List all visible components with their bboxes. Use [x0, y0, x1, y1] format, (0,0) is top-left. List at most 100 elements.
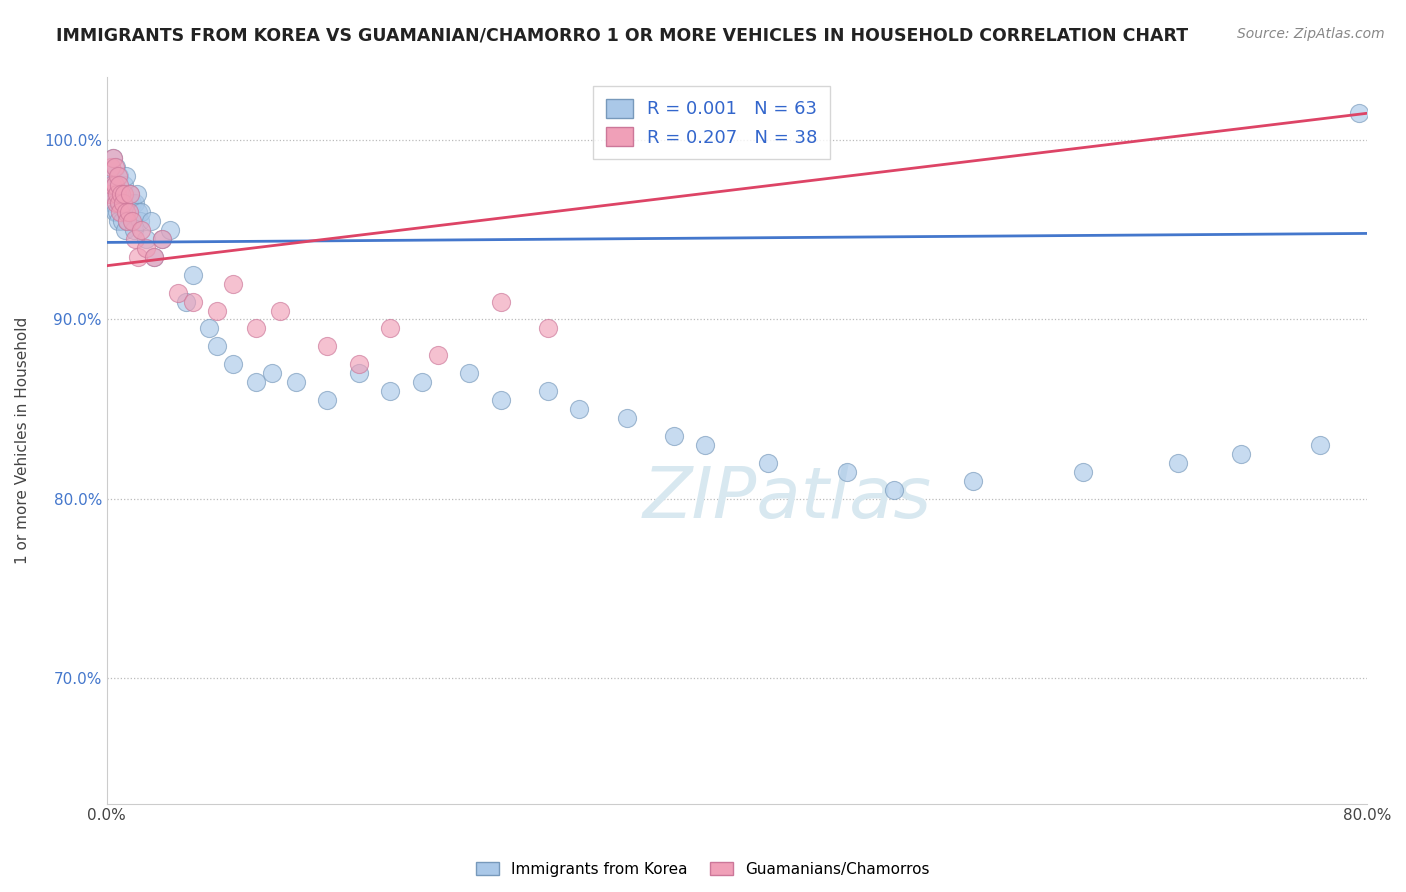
- Point: [108, 205, 131, 219]
- Point: [159, 223, 181, 237]
- Point: [112, 178, 135, 192]
- Point: [115, 214, 138, 228]
- Point: [883, 483, 905, 497]
- Point: [284, 376, 307, 390]
- Point: [105, 160, 128, 174]
- Point: [183, 268, 205, 282]
- Point: [411, 376, 433, 390]
- Point: [150, 232, 173, 246]
- Point: [104, 160, 127, 174]
- Point: [458, 366, 481, 380]
- Point: [616, 411, 638, 425]
- Point: [108, 169, 131, 183]
- Point: [112, 186, 135, 201]
- Point: [131, 223, 153, 237]
- Point: [115, 169, 138, 183]
- Point: [568, 402, 591, 417]
- Point: [105, 186, 128, 201]
- Point: [115, 214, 138, 228]
- Point: [107, 186, 129, 201]
- Point: [262, 366, 284, 380]
- Point: [205, 303, 228, 318]
- Y-axis label: 1 or more Vehicles in Household: 1 or more Vehicles in Household: [15, 317, 30, 564]
- Point: [122, 223, 145, 237]
- Point: [118, 196, 141, 211]
- Point: [1167, 456, 1189, 470]
- Point: [245, 321, 267, 335]
- Point: [183, 294, 205, 309]
- Point: [695, 438, 717, 452]
- Point: [114, 205, 136, 219]
- Legend: R = 0.001   N = 63, R = 0.207   N = 38: R = 0.001 N = 63, R = 0.207 N = 38: [593, 87, 830, 160]
- Point: [347, 366, 370, 380]
- Point: [114, 205, 136, 219]
- Point: [107, 214, 129, 228]
- Point: [205, 339, 228, 353]
- Point: [135, 241, 157, 255]
- Point: [118, 205, 141, 219]
- Point: [245, 376, 267, 390]
- Point: [347, 357, 370, 371]
- Point: [104, 205, 127, 219]
- Point: [124, 232, 146, 246]
- Text: IMMIGRANTS FROM KOREA VS GUAMANIAN/CHAMORRO 1 OR MORE VEHICLES IN HOUSEHOLD CORR: IMMIGRANTS FROM KOREA VS GUAMANIAN/CHAMO…: [56, 27, 1188, 45]
- Point: [100, 160, 122, 174]
- Point: [150, 232, 173, 246]
- Point: [111, 196, 134, 211]
- Point: [121, 196, 143, 211]
- Point: [1348, 106, 1371, 120]
- Point: [131, 205, 153, 219]
- Point: [110, 186, 132, 201]
- Point: [105, 205, 128, 219]
- Point: [537, 321, 560, 335]
- Point: [98, 186, 121, 201]
- Point: [100, 169, 122, 183]
- Point: [316, 339, 339, 353]
- Point: [105, 196, 128, 211]
- Point: [114, 223, 136, 237]
- Point: [174, 294, 197, 309]
- Point: [107, 169, 129, 183]
- Text: Source: ZipAtlas.com: Source: ZipAtlas.com: [1237, 27, 1385, 41]
- Point: [1230, 447, 1253, 461]
- Point: [108, 196, 131, 211]
- Point: [111, 214, 134, 228]
- Point: [380, 321, 402, 335]
- Point: [143, 250, 166, 264]
- Point: [139, 214, 162, 228]
- Point: [489, 294, 512, 309]
- Point: [125, 186, 148, 201]
- Point: [120, 186, 142, 201]
- Point: [962, 474, 984, 488]
- Point: [835, 465, 858, 479]
- Point: [104, 178, 127, 192]
- Point: [269, 303, 291, 318]
- Point: [166, 285, 188, 300]
- Point: [489, 393, 512, 408]
- Point: [103, 186, 125, 201]
- Point: [101, 178, 124, 192]
- Point: [222, 277, 245, 291]
- Point: [537, 384, 560, 399]
- Point: [104, 178, 127, 192]
- Point: [120, 186, 142, 201]
- Text: ZIPatlas: ZIPatlas: [643, 464, 932, 533]
- Point: [107, 196, 129, 211]
- Point: [124, 196, 146, 211]
- Point: [111, 196, 134, 211]
- Point: [108, 178, 131, 192]
- Point: [127, 205, 149, 219]
- Point: [316, 393, 339, 408]
- Point: [426, 348, 449, 362]
- Legend: Immigrants from Korea, Guamanians/Chamorros: Immigrants from Korea, Guamanians/Chamor…: [468, 854, 938, 884]
- Point: [110, 186, 132, 201]
- Point: [662, 429, 685, 443]
- Point: [101, 151, 124, 165]
- Point: [98, 178, 121, 192]
- Point: [128, 214, 150, 228]
- Point: [222, 357, 245, 371]
- Point: [1309, 438, 1331, 452]
- Point: [101, 151, 124, 165]
- Point: [756, 456, 779, 470]
- Point: [101, 196, 124, 211]
